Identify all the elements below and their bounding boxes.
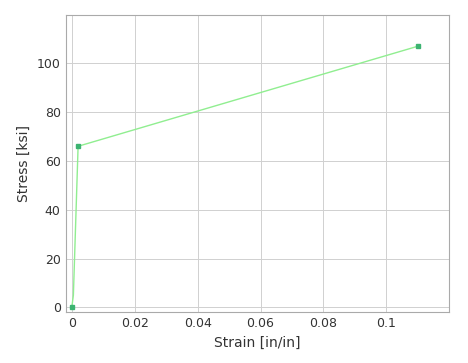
X-axis label: Strain [in/in]: Strain [in/in]: [214, 336, 300, 350]
Y-axis label: Stress [ksi]: Stress [ksi]: [17, 125, 31, 202]
